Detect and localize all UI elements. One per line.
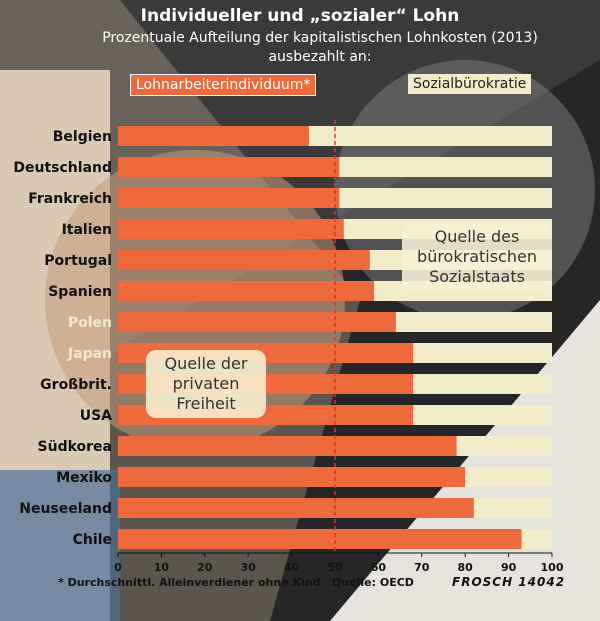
- category-label-12: Neuseeland: [19, 501, 112, 517]
- x-tick-label-3: 30: [241, 561, 257, 574]
- category-label-11: Mexiko: [56, 470, 112, 486]
- bar-individual-13: [118, 529, 522, 549]
- bar-bureaucracy-10: [456, 436, 552, 456]
- bar-individual-11: [118, 467, 466, 487]
- x-tick-label-8: 80: [458, 561, 474, 574]
- callout-bureaucratic-line3: Sozialstaats: [429, 267, 525, 286]
- bar-individual-3: [118, 219, 344, 239]
- bar-bureaucracy-7: [413, 343, 552, 363]
- bar-individual-0: [118, 126, 309, 146]
- callout-private-line1: Quelle der: [164, 354, 248, 373]
- x-tick-label-1: 10: [154, 561, 170, 574]
- callout-bureaucratic-line2: bürokratischen: [417, 247, 537, 266]
- bar-bureaucracy-13: [521, 529, 552, 549]
- category-label-8: Großbrit.: [40, 377, 112, 393]
- callout-bureaucratic-state: Quelle des bürokratischen Sozialstaats: [402, 223, 552, 291]
- artist-signature: FROSCH 14042: [452, 575, 566, 589]
- x-tick-label-0: 0: [114, 561, 122, 574]
- category-label-3: Italien: [62, 222, 112, 238]
- bar-bureaucracy-6: [395, 312, 552, 332]
- category-label-10: Südkorea: [38, 439, 112, 455]
- category-label-6: Polen: [68, 315, 112, 331]
- category-label-9: USA: [80, 408, 112, 424]
- category-label-2: Frankreich: [28, 191, 112, 207]
- bar-bureaucracy-0: [308, 126, 552, 146]
- category-label-5: Spanien: [48, 284, 112, 300]
- source-note: Quelle: OECD: [332, 576, 414, 589]
- category-label-0: Belgien: [53, 129, 112, 145]
- bar-individual-6: [118, 312, 396, 332]
- chart-title: Individueller und „sozialer“ Lohn: [140, 6, 460, 26]
- bar-individual-4: [118, 250, 370, 270]
- callout-private-freedom: Quelle der privaten Freiheit: [146, 350, 266, 418]
- category-label-4: Portugal: [44, 253, 112, 269]
- x-tick-label-7: 70: [414, 561, 430, 574]
- bar-individual-10: [118, 436, 457, 456]
- bar-bureaucracy-2: [339, 188, 552, 208]
- bar-bureaucracy-9: [413, 405, 552, 425]
- chart-subtitle: Prozentuale Aufteilung der kapitalistisc…: [102, 30, 538, 46]
- legend-individual: Lohnarbeiterindividuum*: [130, 74, 317, 96]
- x-tick-label-2: 20: [197, 561, 213, 574]
- bar-individual-1: [118, 157, 340, 177]
- footnote: * Durchschnittl. Alleinverdiener ohne Ki…: [58, 576, 321, 589]
- bar-bureaucracy-1: [339, 157, 552, 177]
- x-tick-label-6: 60: [371, 561, 387, 574]
- bar-individual-5: [118, 281, 375, 301]
- category-label-13: Chile: [73, 532, 112, 548]
- category-label-7: Japan: [67, 346, 112, 362]
- x-tick-label-4: 40: [284, 561, 300, 574]
- x-tick-label-9: 90: [501, 561, 517, 574]
- bar-bureaucracy-12: [473, 498, 552, 518]
- x-tick-label-5: 50: [327, 561, 343, 574]
- callout-private-line3: Freiheit: [176, 394, 236, 413]
- bar-individual-12: [118, 498, 474, 518]
- bar-bureaucracy-8: [413, 374, 552, 394]
- x-tick-label-10: 100: [541, 561, 564, 574]
- callout-bureaucratic-line1: Quelle des: [434, 227, 520, 246]
- bar-bureaucracy-11: [465, 467, 552, 487]
- bar-individual-2: [118, 188, 340, 208]
- category-label-1: Deutschland: [13, 160, 112, 176]
- legend-bureaucracy: Sozialbürokratie: [408, 74, 532, 94]
- callout-private-line2: privaten: [172, 374, 240, 393]
- chart-subtitle-line2: ausbezahlt an:: [268, 49, 372, 65]
